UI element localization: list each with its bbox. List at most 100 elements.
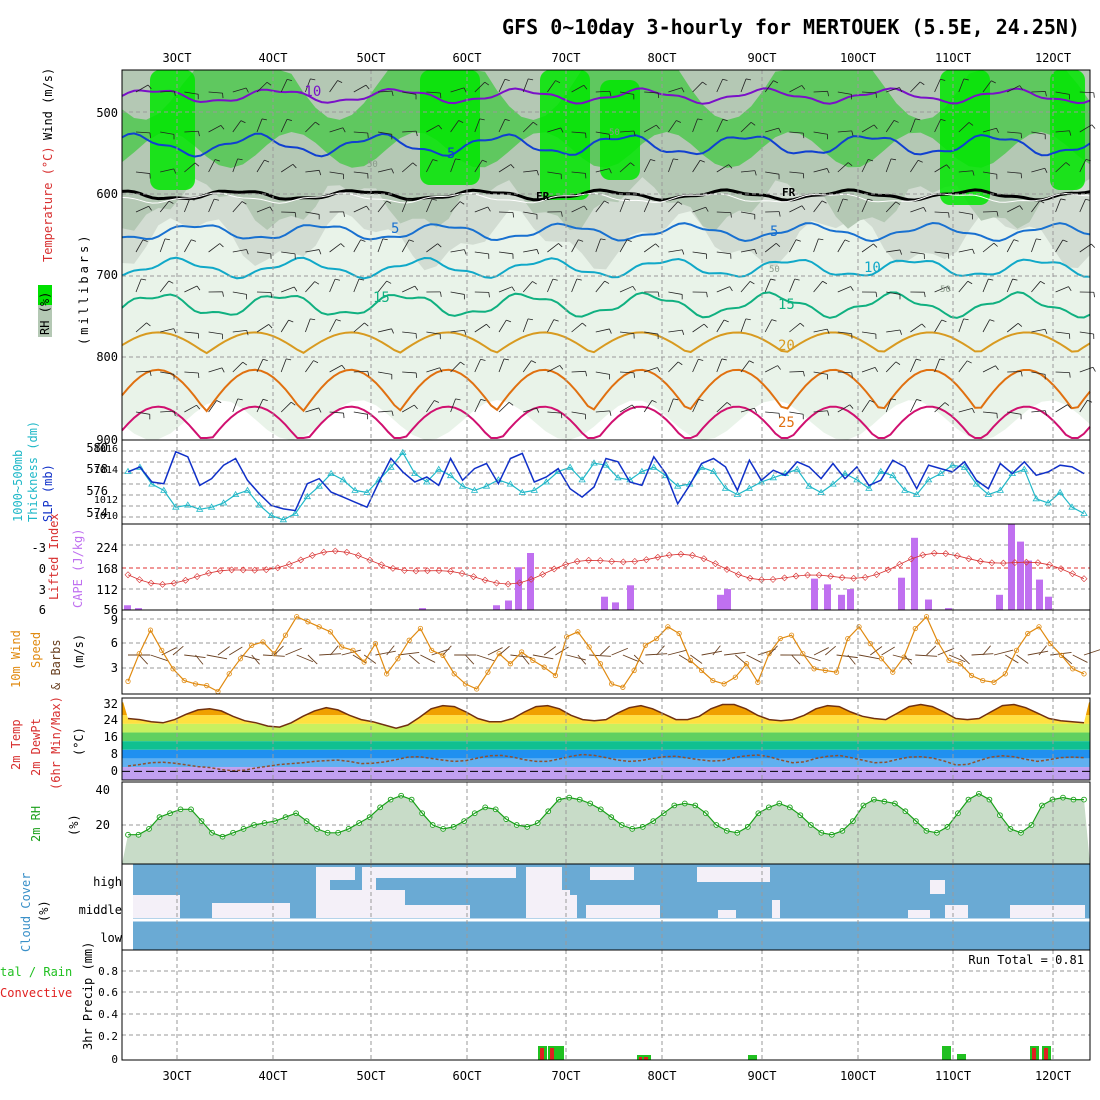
wind-barb: [1055, 91, 1070, 95]
temp-labels: 32 24 16 8 0 2m Temp 2m DewPt (6hr Min/M…: [9, 696, 118, 790]
precip-total-bar: [957, 1054, 966, 1060]
wind-point: [237, 656, 244, 662]
wind-barb-10m: [431, 648, 450, 656]
ylabel-rh: RH (%): [38, 292, 52, 335]
wind-barb-flag: [851, 372, 853, 378]
wind-barb-10m: [622, 654, 640, 663]
wind-barb: [160, 371, 175, 375]
li-point: [976, 557, 984, 565]
wind-barb: [256, 81, 268, 93]
wind-barb: [982, 171, 997, 175]
ytick: 3: [39, 583, 46, 597]
wind-point: [181, 677, 187, 684]
thickness-point: [924, 476, 933, 483]
wind-barb: [1006, 278, 1013, 293]
thickness-point: [984, 490, 993, 497]
thickness-point: [841, 469, 849, 476]
wind-barb: [232, 158, 238, 173]
cape-bar: [824, 584, 831, 610]
li-point: [262, 566, 270, 574]
wind-point: [1002, 671, 1008, 677]
li-point: [953, 552, 961, 560]
wind-barb-flag: [770, 278, 776, 281]
wind-barb: [256, 399, 264, 413]
wind-barb: [377, 131, 392, 135]
wind-barb: [377, 410, 392, 413]
wind-barb: [232, 249, 247, 253]
wind-barb-flag: [827, 410, 830, 416]
wind-barb-flag: [532, 281, 537, 285]
wind-barb-flag: [386, 200, 392, 204]
wind-barb: [474, 206, 489, 213]
wind-barb: [498, 164, 512, 173]
x-tick-top: 11OCT: [935, 51, 971, 65]
li-point: [884, 566, 892, 574]
ylabel-rh2m: 2m RH: [29, 806, 43, 842]
wind-point: [575, 629, 581, 635]
wind-barb: [280, 319, 289, 333]
cape-bar: [717, 594, 724, 610]
wind-barb: [716, 358, 723, 373]
wind-barb-flag: [1065, 162, 1071, 166]
wind-barb: [256, 118, 263, 133]
wind-barb: [982, 411, 997, 414]
wind-point: [440, 652, 446, 658]
wind-point: [642, 642, 648, 648]
thickness-point: [195, 505, 204, 512]
cloud-middle: [570, 895, 577, 918]
wind-barb-10m: [982, 645, 991, 656]
panel-border: [121, 697, 1091, 781]
wind-barb-flag: [360, 239, 366, 242]
wind-barb-flag: [650, 159, 656, 162]
x-tick-bottom: 4OCT: [259, 1069, 288, 1083]
wind-barb: [837, 239, 846, 253]
wind-barb-flag: [750, 122, 756, 126]
wind-barb-flag: [633, 372, 635, 378]
wind-barb: [523, 249, 538, 253]
wind-barb: [740, 360, 750, 373]
wind-barb: [474, 251, 489, 255]
wind-barb-flag: [700, 159, 705, 163]
wind-point: [1013, 647, 1020, 653]
thickness-point: [411, 469, 419, 476]
wind-barb: [764, 243, 777, 253]
thickness-point: [303, 492, 312, 500]
wind-barb-flag: [1091, 243, 1096, 248]
wind-barb-flag: [464, 249, 467, 255]
wind-barb: [305, 407, 319, 413]
ytick: 576: [86, 484, 108, 498]
wind-barb-flag: [173, 328, 177, 334]
wind-barb-flag: [749, 360, 754, 364]
wind-point: [384, 671, 390, 677]
thickness-point: [446, 471, 455, 479]
wind-barb: [450, 87, 465, 93]
temperature-contours: [121, 87, 1091, 439]
wind-barb-flag: [869, 399, 875, 403]
wind-barb: [208, 243, 220, 253]
wind-barb: [353, 370, 368, 373]
wind-barb-flag: [673, 398, 679, 401]
wind-barb: [813, 238, 819, 253]
wind-point: [462, 681, 469, 687]
ylabel-temp-a: 2m Temp: [9, 719, 23, 770]
ylabel-temp-d: (°C): [72, 727, 86, 756]
wind-barb: [813, 90, 828, 93]
wind-barb-flag: [676, 120, 682, 123]
wind-barb-flag: [827, 91, 830, 97]
rh-high-region: [940, 70, 990, 205]
wind-barb: [426, 400, 435, 413]
wind-barb: [426, 198, 433, 213]
li-point: [965, 555, 973, 563]
wind-barb-flag: [656, 124, 660, 130]
wind-point: [552, 672, 558, 679]
wind-barb-flag: [553, 319, 559, 322]
wind-barb-flag: [657, 367, 661, 373]
wind-barb: [450, 398, 456, 413]
thickness-slp-lines: [122, 448, 1090, 523]
wind-barb: [160, 328, 174, 333]
wind-barb-flag: [1092, 367, 1096, 372]
ytick: 20: [96, 818, 110, 832]
thickness-point: [542, 478, 551, 485]
wind-barb-10m: [937, 647, 955, 656]
cloud-high: [376, 867, 516, 878]
